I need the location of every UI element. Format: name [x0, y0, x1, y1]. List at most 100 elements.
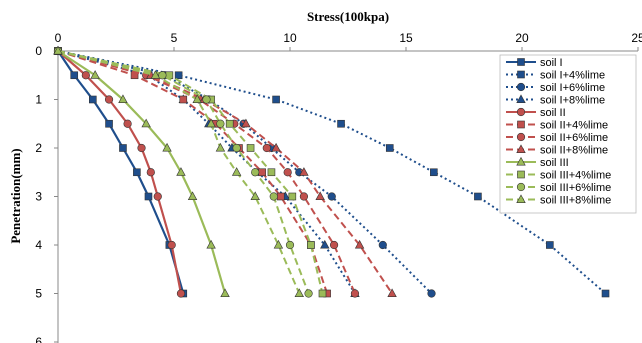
series-line: [57, 50, 183, 294]
legend-marker: [516, 156, 526, 166]
series-9: [54, 47, 327, 298]
data-point: [167, 240, 176, 250]
y-tick-label: 6: [35, 335, 42, 343]
data-point: [153, 192, 162, 201]
data-point: [81, 71, 90, 80]
series-layer: [53, 45, 610, 298]
legend-marker: [517, 58, 525, 66]
data-point: [318, 289, 327, 298]
data-point: [179, 95, 188, 104]
x-tick-label: 20: [515, 31, 529, 45]
data-point: [601, 289, 610, 298]
data-point: [176, 289, 186, 298]
x-tick-label: 15: [399, 31, 413, 45]
data-point: [104, 95, 114, 104]
data-point: [299, 192, 309, 201]
legend-marker: [516, 194, 526, 203]
legend-label: soil III: [540, 157, 569, 169]
data-point: [231, 167, 242, 176]
data-point: [206, 239, 216, 249]
data-point: [232, 143, 241, 153]
series-line: [57, 50, 433, 295]
data-point: [304, 289, 313, 298]
legend-label: soil II+8%lime: [540, 145, 608, 157]
data-point: [187, 191, 198, 200]
data-point: [225, 119, 234, 128]
data-point: [387, 288, 397, 298]
series-line: [57, 50, 329, 294]
data-point: [118, 94, 128, 103]
data-point: [215, 142, 226, 152]
data-point: [220, 288, 230, 298]
data-point: [133, 168, 141, 177]
data-point: [276, 192, 285, 201]
data-point: [202, 95, 211, 104]
y-tick-label: 5: [35, 287, 42, 301]
data-point: [246, 144, 255, 152]
data-point: [267, 168, 276, 177]
legend-label: soil III+8%lime: [540, 195, 611, 207]
data-point: [288, 192, 297, 201]
legend-label: soil III+6%lime: [540, 182, 611, 194]
data-point: [385, 144, 394, 152]
data-point: [146, 168, 155, 177]
data-point: [269, 192, 278, 201]
legend-label: soil I+6%lime: [540, 82, 605, 94]
data-point: [258, 168, 266, 177]
legend-label: soil I+4%lime: [540, 70, 605, 82]
legend-label: soil II+6%lime: [540, 132, 608, 144]
y-tick-label: 3: [35, 190, 42, 204]
data-point: [294, 288, 304, 298]
data-point: [378, 240, 387, 250]
data-point: [285, 240, 295, 250]
legend-marker: [516, 144, 526, 153]
series-line: [57, 50, 356, 295]
data-point: [427, 289, 436, 298]
legend-marker: [516, 182, 526, 192]
data-point: [299, 167, 309, 176]
data-point: [271, 142, 281, 152]
data-point: [546, 241, 554, 249]
data-point: [174, 71, 183, 80]
axes: 0 5 10 15 20 25 0 1 2 3 4 5 6: [35, 31, 642, 343]
data-point: [89, 95, 97, 104]
data-point: [123, 119, 132, 128]
data-point: [70, 71, 79, 80]
y-tick-label: 1: [35, 93, 42, 107]
data-point: [320, 239, 330, 249]
data-point: [192, 94, 202, 103]
legend-marker: [517, 70, 525, 79]
legend-marker: [516, 82, 526, 92]
data-point: [176, 167, 186, 176]
x-tick-label: 10: [283, 31, 297, 45]
data-point: [119, 144, 127, 152]
data-point: [216, 119, 225, 128]
x-tick-label: 5: [171, 31, 178, 45]
data-point: [354, 239, 365, 249]
series-line: [57, 50, 356, 294]
data-point: [53, 45, 63, 55]
data-point: [241, 118, 251, 128]
data-point: [206, 118, 216, 128]
series-11: [53, 45, 304, 298]
data-point: [251, 168, 260, 177]
data-point: [137, 143, 146, 153]
data-point: [141, 118, 151, 128]
data-point: [315, 191, 325, 200]
data-point: [250, 191, 260, 200]
data-point: [474, 192, 482, 201]
data-point: [327, 192, 336, 201]
legend-label: soil III+4%lime: [540, 170, 611, 182]
data-point: [90, 70, 100, 79]
series-6: [53, 46, 360, 298]
data-point: [150, 70, 161, 79]
x-tick-label: 0: [55, 31, 62, 45]
legend-label: soil II: [540, 107, 566, 119]
data-point: [430, 168, 438, 177]
legend-marker: [516, 132, 526, 142]
data-point: [307, 241, 315, 249]
data-point: [162, 142, 172, 152]
data-point: [283, 168, 292, 177]
